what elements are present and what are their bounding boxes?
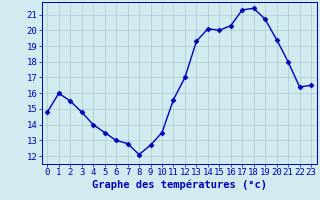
X-axis label: Graphe des températures (°c): Graphe des températures (°c) [92,180,267,190]
